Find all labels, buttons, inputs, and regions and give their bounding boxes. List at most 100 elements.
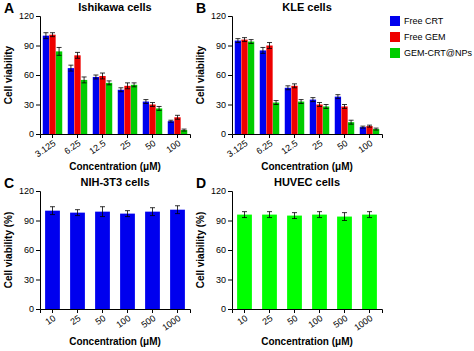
error-cap bbox=[50, 36, 55, 37]
bar bbox=[174, 117, 180, 134]
error-cap bbox=[317, 217, 322, 218]
bar bbox=[145, 212, 160, 309]
error-cap bbox=[93, 75, 98, 76]
error-line bbox=[269, 43, 270, 49]
error-cap bbox=[75, 215, 80, 216]
error-cap bbox=[100, 73, 105, 74]
bar bbox=[335, 97, 341, 134]
bar bbox=[323, 106, 329, 134]
tick-label: 50 bbox=[144, 138, 158, 152]
tick-mark bbox=[177, 309, 178, 313]
error-bar bbox=[292, 84, 297, 88]
tick-mark bbox=[244, 134, 245, 138]
error-cap bbox=[367, 125, 372, 126]
tick-mark bbox=[36, 280, 40, 281]
tick-label: 12.5 bbox=[87, 138, 107, 156]
error-cap bbox=[349, 120, 354, 121]
error-cap bbox=[335, 94, 340, 95]
error-bar bbox=[285, 86, 290, 90]
tick-mark bbox=[52, 309, 53, 313]
tick-mark bbox=[228, 75, 232, 76]
tick: 30 bbox=[24, 100, 40, 110]
error-cap bbox=[249, 43, 254, 44]
error-line bbox=[127, 211, 128, 217]
tick-label: 60 bbox=[24, 245, 34, 255]
tick-mark bbox=[228, 16, 232, 17]
error-bar bbox=[367, 125, 372, 127]
error-bar bbox=[93, 75, 98, 79]
panel: 03060901201025501005001000NIH-3T3 cellsC… bbox=[3, 175, 191, 347]
bar bbox=[266, 46, 272, 135]
tick-label: 30 bbox=[216, 275, 226, 285]
chart-root: 03060901203.1256.2512.52550100Ishikawa c… bbox=[0, 0, 474, 351]
x-axis: 1025501005001000 bbox=[233, 309, 383, 333]
tick: 120 bbox=[211, 186, 232, 196]
error-cap bbox=[267, 217, 272, 218]
legend-label: Free GEM bbox=[404, 32, 446, 42]
tick-mark bbox=[77, 309, 78, 313]
error-line bbox=[319, 212, 320, 218]
legend-swatch bbox=[390, 16, 400, 26]
error-bar bbox=[182, 129, 187, 131]
tick-label: 100 bbox=[306, 313, 324, 330]
error-bar bbox=[175, 206, 180, 214]
bar bbox=[45, 211, 60, 309]
bar bbox=[168, 121, 174, 134]
error-line bbox=[251, 40, 252, 44]
tick-label: 500 bbox=[331, 313, 349, 330]
title: HUVEC cells bbox=[274, 176, 340, 188]
error-bar bbox=[68, 65, 73, 71]
bar bbox=[143, 102, 149, 134]
tick-label: 30 bbox=[24, 275, 34, 285]
bar bbox=[43, 36, 49, 134]
bar bbox=[56, 51, 62, 134]
tick: 90 bbox=[24, 216, 40, 226]
tick-mark bbox=[319, 134, 320, 138]
tick-label: 500 bbox=[139, 313, 157, 330]
bar bbox=[248, 42, 254, 134]
tick-mark bbox=[36, 191, 40, 192]
tick-mark bbox=[294, 134, 295, 138]
tick: 100 bbox=[306, 309, 324, 330]
bar bbox=[273, 103, 279, 134]
error-cap bbox=[342, 220, 347, 221]
tick-label: 90 bbox=[216, 216, 226, 226]
tick-mark bbox=[77, 134, 78, 138]
series bbox=[248, 40, 379, 134]
error-cap bbox=[235, 38, 240, 39]
error-bar bbox=[50, 33, 55, 37]
legend-label: GEM-CRT@NPs bbox=[404, 48, 472, 58]
tick-label: 12.5 bbox=[279, 138, 299, 156]
error-cap bbox=[267, 48, 272, 49]
error-line bbox=[351, 120, 352, 124]
error-bar bbox=[360, 126, 365, 128]
error-bar bbox=[299, 100, 304, 104]
axis-line bbox=[233, 135, 383, 139]
bar bbox=[291, 86, 297, 134]
error-bar bbox=[235, 39, 240, 43]
error-line bbox=[337, 95, 338, 99]
error-line bbox=[127, 83, 128, 89]
error-line bbox=[244, 38, 245, 42]
y-axis-title: Cell viability bbox=[195, 45, 206, 104]
error-bar bbox=[150, 208, 155, 216]
bar bbox=[260, 50, 266, 134]
error-cap bbox=[50, 32, 55, 33]
error-line bbox=[301, 100, 302, 104]
tick: 25 bbox=[69, 309, 83, 327]
tick-label: 90 bbox=[216, 41, 226, 51]
legend-item: Free GEM bbox=[390, 32, 446, 42]
tick: 100 bbox=[356, 134, 374, 155]
tick-mark bbox=[269, 309, 270, 313]
error-line bbox=[326, 105, 327, 109]
tick: 25 bbox=[311, 134, 325, 152]
error-bar bbox=[260, 47, 265, 53]
error-cap bbox=[75, 209, 80, 210]
error-line bbox=[312, 98, 313, 102]
error-line bbox=[134, 83, 135, 87]
error-bar bbox=[267, 43, 272, 49]
error-bar bbox=[274, 101, 279, 105]
tick: 60 bbox=[216, 245, 232, 255]
bar bbox=[124, 86, 130, 134]
tick-label: 10 bbox=[236, 313, 250, 327]
